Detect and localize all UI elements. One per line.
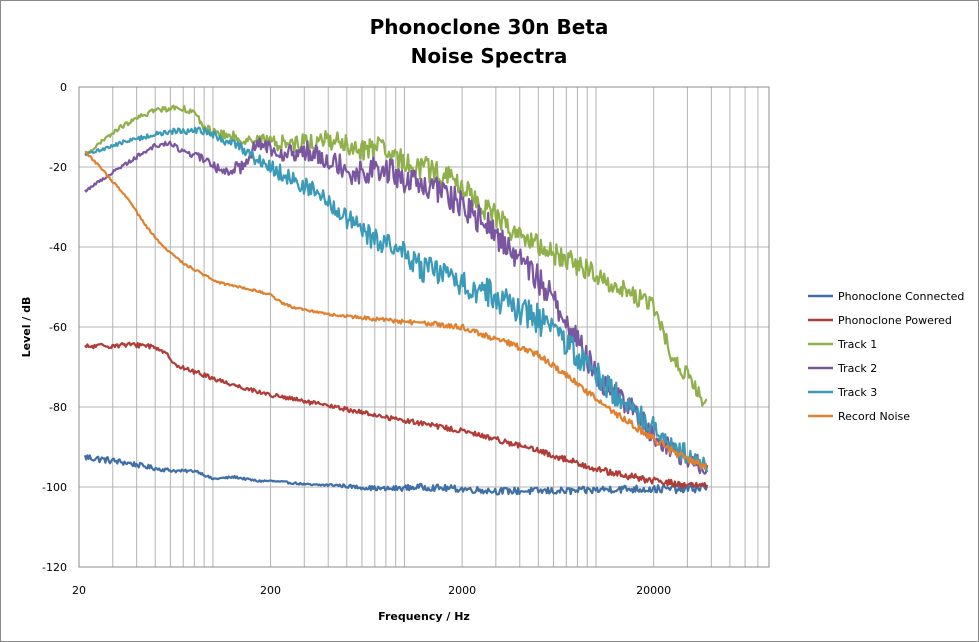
series-line-2: [84, 341, 708, 489]
y-tick-label: 0: [60, 81, 67, 94]
x-tick-label: 20: [72, 584, 86, 597]
legend-label: Phonoclone Powered: [838, 314, 952, 327]
chart-title-line-1: Phonoclone 30n Beta: [370, 15, 609, 39]
series-line-4: [84, 137, 709, 475]
y-tick-label: -20: [49, 161, 67, 174]
y-axis-title: Level / dB: [20, 297, 33, 358]
series-lines: [83, 104, 709, 496]
plot-border: [78, 86, 770, 568]
y-tick-label: -60: [49, 321, 67, 334]
legend: Phonoclone Connected Phonoclone Powered Tr…: [808, 290, 964, 423]
legend-label: Record Noise: [838, 410, 910, 423]
legend-label: Phonoclone Connected: [838, 290, 964, 303]
x-tick-label: 20000: [636, 584, 671, 597]
series-line-5: [84, 126, 709, 473]
y-tick-label: -80: [49, 401, 67, 414]
series-line-6: [84, 150, 708, 470]
y-tick-label: -40: [49, 241, 67, 254]
legend-label: Track 2: [837, 362, 877, 375]
x-tick-label: 200: [260, 584, 281, 597]
legend-label: Track 3: [837, 386, 877, 399]
y-tick-labels: 0 -20 -40 -60 -80 -100 -120: [42, 81, 67, 574]
x-axis-title: Frequency / Hz: [378, 610, 470, 623]
y-tick-label: -100: [42, 481, 67, 494]
legend-label: Track 1: [837, 338, 877, 351]
y-tick-label: -120: [42, 561, 67, 574]
x-tick-label: 2000: [448, 584, 476, 597]
series-line-3: [84, 104, 708, 407]
series-line-1: [83, 454, 709, 496]
chart-title-line-2: Noise Spectra: [411, 44, 568, 68]
x-tick-labels: 20 200 2000 20000: [72, 584, 671, 597]
